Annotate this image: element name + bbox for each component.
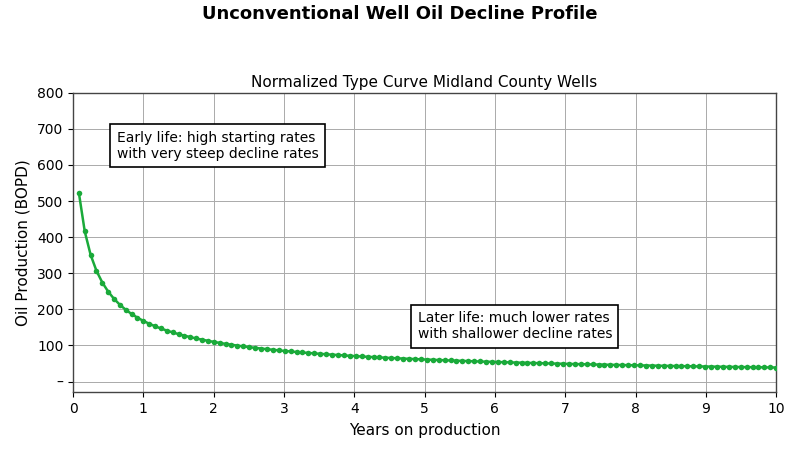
X-axis label: Years on production: Years on production [349,423,500,438]
Title: Normalized Type Curve Midland County Wells: Normalized Type Curve Midland County Wel… [251,75,598,90]
Y-axis label: Oil Production (BOPD): Oil Production (BOPD) [15,159,30,326]
Text: Early life: high starting rates
with very steep decline rates: Early life: high starting rates with ver… [117,130,318,161]
Text: Later life: much lower rates
with shallower decline rates: Later life: much lower rates with shallo… [418,311,612,341]
Text: Unconventional Well Oil Decline Profile: Unconventional Well Oil Decline Profile [202,5,598,23]
